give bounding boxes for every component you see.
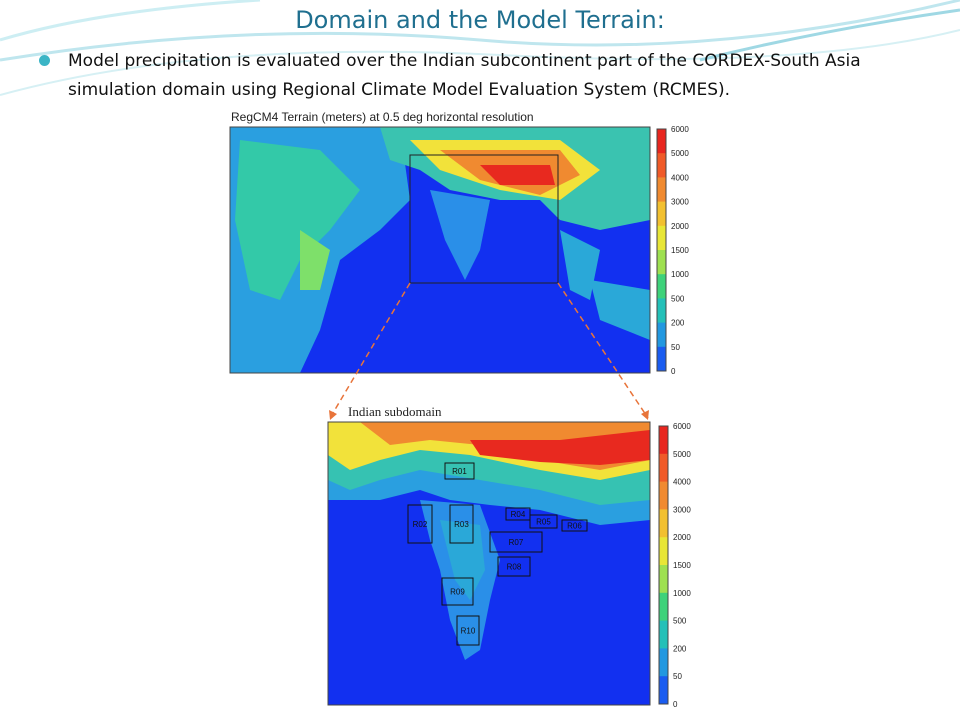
subdomain-map xyxy=(328,422,650,705)
colorbar-segment xyxy=(657,225,666,251)
region-box xyxy=(449,504,474,544)
colorbar-segment xyxy=(659,676,668,705)
colorbar-segment xyxy=(657,177,666,203)
region-label: R06 xyxy=(567,522,582,531)
colorbar-segment xyxy=(659,592,668,622)
colorbar-label: 0 xyxy=(673,700,678,709)
colorbar-label: 3000 xyxy=(671,198,689,207)
colorbar-label: 5000 xyxy=(671,149,689,158)
region-box xyxy=(441,577,474,606)
region-box xyxy=(505,507,531,521)
bullet-text: Model precipitation is evaluated over th… xyxy=(68,51,861,100)
colorbar-segment xyxy=(659,426,668,455)
region-label: R02 xyxy=(413,520,428,529)
colorbar-segment xyxy=(657,153,666,178)
colorbar-label: 6000 xyxy=(673,422,691,431)
colorbar-label: 6000 xyxy=(671,125,689,134)
colorbar-label: 1500 xyxy=(671,246,689,255)
region-label: R03 xyxy=(454,520,469,529)
colorbar-label: 2000 xyxy=(673,533,691,542)
map-title: RegCM4 Terrain (meters) at 0.5 deg horiz… xyxy=(231,110,534,124)
colorbar-label: 1000 xyxy=(671,270,689,279)
regions: R01 R02 R03 R04 R05 R06 R07 R08 R09 R10 xyxy=(407,462,588,646)
colorbar-segment xyxy=(657,346,666,372)
colorbar-label: 4000 xyxy=(673,478,691,487)
colorbar-label: 0 xyxy=(671,367,676,376)
region-box xyxy=(529,514,558,529)
colorbar-label: 2000 xyxy=(671,222,689,231)
colorbar-segment xyxy=(659,481,668,510)
colorbar-segment xyxy=(657,322,666,348)
region-label: R05 xyxy=(536,518,551,527)
colorbar-frame xyxy=(656,128,667,372)
colorbar-frame xyxy=(658,425,669,705)
colorbar-label: 200 xyxy=(671,319,685,328)
terrain-map xyxy=(230,127,650,373)
region-label: R09 xyxy=(450,588,465,597)
region-label: R08 xyxy=(507,563,522,572)
region-label: R04 xyxy=(511,510,526,519)
region-label: R07 xyxy=(509,538,524,547)
colorbar-label: 1500 xyxy=(673,561,691,570)
colorbar-label: 500 xyxy=(673,617,687,626)
colorbar-segment xyxy=(659,565,668,594)
colorbar-segment xyxy=(657,250,666,275)
region-box xyxy=(407,504,433,544)
colorbar-segment xyxy=(657,201,666,227)
colorbar-segment xyxy=(657,129,666,154)
region-box xyxy=(456,615,480,646)
colorbar-label: 500 xyxy=(671,294,685,303)
colorbar-label: 50 xyxy=(671,343,680,352)
colorbar-label: 200 xyxy=(673,644,687,653)
region-box xyxy=(497,556,531,577)
region-box xyxy=(444,462,475,480)
colorbar-label: 3000 xyxy=(673,505,691,514)
region-label: R01 xyxy=(452,467,467,476)
colorbar-segment xyxy=(657,298,666,324)
colorbar-segment xyxy=(659,453,668,483)
subdomain-label: Indian subdomain xyxy=(348,404,442,419)
colorbar-label: 4000 xyxy=(671,173,689,182)
region-box xyxy=(489,531,543,553)
region-box xyxy=(561,519,588,532)
colorbar-segment xyxy=(659,509,668,538)
region-label: R10 xyxy=(461,627,476,636)
colorbar-segment xyxy=(659,620,668,649)
colorbar-label: 5000 xyxy=(673,450,691,459)
slide-title: Domain and the Model Terrain: xyxy=(295,6,665,34)
colorbar-label: 50 xyxy=(673,672,682,681)
colorbar-segment xyxy=(659,537,668,566)
colorbar-segment xyxy=(659,648,668,677)
bullet-dot xyxy=(39,55,50,66)
colorbar-label: 1000 xyxy=(673,589,691,598)
colorbar-segment xyxy=(657,274,666,299)
